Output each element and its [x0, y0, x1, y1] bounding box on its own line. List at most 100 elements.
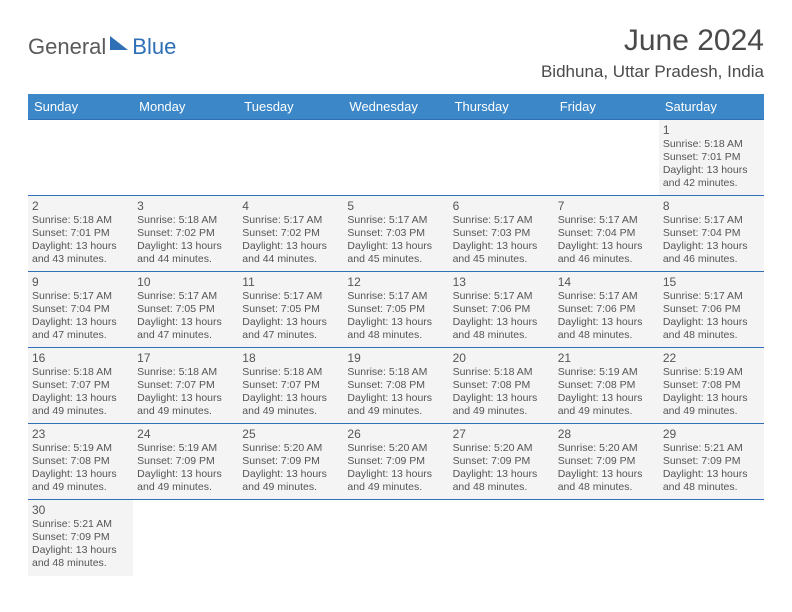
- calendar-cell: 9Sunrise: 5:17 AMSunset: 7:04 PMDaylight…: [28, 272, 133, 348]
- day-info: Sunrise: 5:20 AMSunset: 7:09 PMDaylight:…: [242, 442, 339, 495]
- calendar-cell: 10Sunrise: 5:17 AMSunset: 7:05 PMDayligh…: [133, 272, 238, 348]
- day-number: 17: [137, 351, 234, 365]
- calendar-week: 16Sunrise: 5:18 AMSunset: 7:07 PMDayligh…: [28, 348, 764, 424]
- day-info: Sunrise: 5:17 AMSunset: 7:04 PMDaylight:…: [558, 214, 655, 267]
- day-header: Monday: [133, 94, 238, 120]
- day-number: 16: [32, 351, 129, 365]
- day-number: 19: [347, 351, 444, 365]
- calendar-cell: [238, 120, 343, 196]
- day-number: 4: [242, 199, 339, 213]
- title-block: June 2024 Bidhuna, Uttar Pradesh, India: [541, 24, 764, 82]
- day-info: Sunrise: 5:19 AMSunset: 7:08 PMDaylight:…: [663, 366, 760, 419]
- day-info: Sunrise: 5:18 AMSunset: 7:01 PMDaylight:…: [32, 214, 129, 267]
- calendar-cell: [28, 120, 133, 196]
- calendar-cell: 11Sunrise: 5:17 AMSunset: 7:05 PMDayligh…: [238, 272, 343, 348]
- day-number: 18: [242, 351, 339, 365]
- day-number: 28: [558, 427, 655, 441]
- calendar-table: SundayMondayTuesdayWednesdayThursdayFrid…: [28, 94, 764, 576]
- calendar-cell: 5Sunrise: 5:17 AMSunset: 7:03 PMDaylight…: [343, 196, 448, 272]
- calendar-cell: [554, 120, 659, 196]
- calendar-cell: 6Sunrise: 5:17 AMSunset: 7:03 PMDaylight…: [449, 196, 554, 272]
- location-subtitle: Bidhuna, Uttar Pradesh, India: [541, 62, 764, 82]
- day-info: Sunrise: 5:21 AMSunset: 7:09 PMDaylight:…: [32, 518, 129, 571]
- day-info: Sunrise: 5:17 AMSunset: 7:04 PMDaylight:…: [32, 290, 129, 343]
- day-info: Sunrise: 5:18 AMSunset: 7:07 PMDaylight:…: [137, 366, 234, 419]
- calendar-cell: 16Sunrise: 5:18 AMSunset: 7:07 PMDayligh…: [28, 348, 133, 424]
- day-info: Sunrise: 5:17 AMSunset: 7:05 PMDaylight:…: [137, 290, 234, 343]
- calendar-cell: 29Sunrise: 5:21 AMSunset: 7:09 PMDayligh…: [659, 424, 764, 500]
- day-number: 1: [663, 123, 760, 137]
- day-number: 14: [558, 275, 655, 289]
- day-number: 25: [242, 427, 339, 441]
- day-number: 10: [137, 275, 234, 289]
- calendar-cell: 15Sunrise: 5:17 AMSunset: 7:06 PMDayligh…: [659, 272, 764, 348]
- calendar-cell: 7Sunrise: 5:17 AMSunset: 7:04 PMDaylight…: [554, 196, 659, 272]
- day-info: Sunrise: 5:19 AMSunset: 7:08 PMDaylight:…: [558, 366, 655, 419]
- header: General Blue June 2024 Bidhuna, Uttar Pr…: [28, 24, 764, 82]
- calendar-cell: [449, 500, 554, 576]
- day-header: Thursday: [449, 94, 554, 120]
- calendar-week: 1Sunrise: 5:18 AMSunset: 7:01 PMDaylight…: [28, 120, 764, 196]
- calendar-cell: [343, 500, 448, 576]
- day-header: Tuesday: [238, 94, 343, 120]
- day-info: Sunrise: 5:20 AMSunset: 7:09 PMDaylight:…: [558, 442, 655, 495]
- day-number: 21: [558, 351, 655, 365]
- logo-triangle-icon: [110, 36, 128, 50]
- day-header-row: SundayMondayTuesdayWednesdayThursdayFrid…: [28, 94, 764, 120]
- day-number: 6: [453, 199, 550, 213]
- day-number: 2: [32, 199, 129, 213]
- calendar-week: 23Sunrise: 5:19 AMSunset: 7:08 PMDayligh…: [28, 424, 764, 500]
- month-title: June 2024: [541, 24, 764, 58]
- day-header: Saturday: [659, 94, 764, 120]
- day-info: Sunrise: 5:20 AMSunset: 7:09 PMDaylight:…: [347, 442, 444, 495]
- calendar-cell: 21Sunrise: 5:19 AMSunset: 7:08 PMDayligh…: [554, 348, 659, 424]
- logo-text-general: General: [28, 34, 106, 60]
- day-info: Sunrise: 5:17 AMSunset: 7:06 PMDaylight:…: [663, 290, 760, 343]
- day-info: Sunrise: 5:17 AMSunset: 7:04 PMDaylight:…: [663, 214, 760, 267]
- day-number: 30: [32, 503, 129, 517]
- calendar-cell: 12Sunrise: 5:17 AMSunset: 7:05 PMDayligh…: [343, 272, 448, 348]
- day-number: 29: [663, 427, 760, 441]
- day-info: Sunrise: 5:17 AMSunset: 7:03 PMDaylight:…: [347, 214, 444, 267]
- calendar-cell: 28Sunrise: 5:20 AMSunset: 7:09 PMDayligh…: [554, 424, 659, 500]
- calendar-cell: 26Sunrise: 5:20 AMSunset: 7:09 PMDayligh…: [343, 424, 448, 500]
- day-number: 27: [453, 427, 550, 441]
- calendar-week: 9Sunrise: 5:17 AMSunset: 7:04 PMDaylight…: [28, 272, 764, 348]
- day-number: 26: [347, 427, 444, 441]
- calendar-cell: [133, 500, 238, 576]
- day-info: Sunrise: 5:17 AMSunset: 7:02 PMDaylight:…: [242, 214, 339, 267]
- calendar-cell: [238, 500, 343, 576]
- calendar-cell: 25Sunrise: 5:20 AMSunset: 7:09 PMDayligh…: [238, 424, 343, 500]
- calendar-cell: 24Sunrise: 5:19 AMSunset: 7:09 PMDayligh…: [133, 424, 238, 500]
- calendar-cell: 23Sunrise: 5:19 AMSunset: 7:08 PMDayligh…: [28, 424, 133, 500]
- day-header: Sunday: [28, 94, 133, 120]
- day-info: Sunrise: 5:18 AMSunset: 7:08 PMDaylight:…: [347, 366, 444, 419]
- calendar-cell: 8Sunrise: 5:17 AMSunset: 7:04 PMDaylight…: [659, 196, 764, 272]
- calendar-week: 2Sunrise: 5:18 AMSunset: 7:01 PMDaylight…: [28, 196, 764, 272]
- calendar-cell: 19Sunrise: 5:18 AMSunset: 7:08 PMDayligh…: [343, 348, 448, 424]
- calendar-body: 1Sunrise: 5:18 AMSunset: 7:01 PMDaylight…: [28, 120, 764, 576]
- day-info: Sunrise: 5:17 AMSunset: 7:05 PMDaylight:…: [242, 290, 339, 343]
- day-number: 22: [663, 351, 760, 365]
- day-info: Sunrise: 5:18 AMSunset: 7:02 PMDaylight:…: [137, 214, 234, 267]
- calendar-cell: 17Sunrise: 5:18 AMSunset: 7:07 PMDayligh…: [133, 348, 238, 424]
- calendar-cell: 30Sunrise: 5:21 AMSunset: 7:09 PMDayligh…: [28, 500, 133, 576]
- calendar-cell: [343, 120, 448, 196]
- day-number: 11: [242, 275, 339, 289]
- calendar-cell: 1Sunrise: 5:18 AMSunset: 7:01 PMDaylight…: [659, 120, 764, 196]
- day-number: 23: [32, 427, 129, 441]
- day-header: Wednesday: [343, 94, 448, 120]
- day-number: 12: [347, 275, 444, 289]
- calendar-cell: [449, 120, 554, 196]
- day-info: Sunrise: 5:21 AMSunset: 7:09 PMDaylight:…: [663, 442, 760, 495]
- day-info: Sunrise: 5:18 AMSunset: 7:07 PMDaylight:…: [242, 366, 339, 419]
- day-number: 20: [453, 351, 550, 365]
- day-info: Sunrise: 5:20 AMSunset: 7:09 PMDaylight:…: [453, 442, 550, 495]
- day-info: Sunrise: 5:18 AMSunset: 7:01 PMDaylight:…: [663, 138, 760, 191]
- day-info: Sunrise: 5:17 AMSunset: 7:05 PMDaylight:…: [347, 290, 444, 343]
- day-info: Sunrise: 5:18 AMSunset: 7:07 PMDaylight:…: [32, 366, 129, 419]
- calendar-cell: 3Sunrise: 5:18 AMSunset: 7:02 PMDaylight…: [133, 196, 238, 272]
- calendar-cell: 18Sunrise: 5:18 AMSunset: 7:07 PMDayligh…: [238, 348, 343, 424]
- calendar-cell: 2Sunrise: 5:18 AMSunset: 7:01 PMDaylight…: [28, 196, 133, 272]
- day-info: Sunrise: 5:19 AMSunset: 7:09 PMDaylight:…: [137, 442, 234, 495]
